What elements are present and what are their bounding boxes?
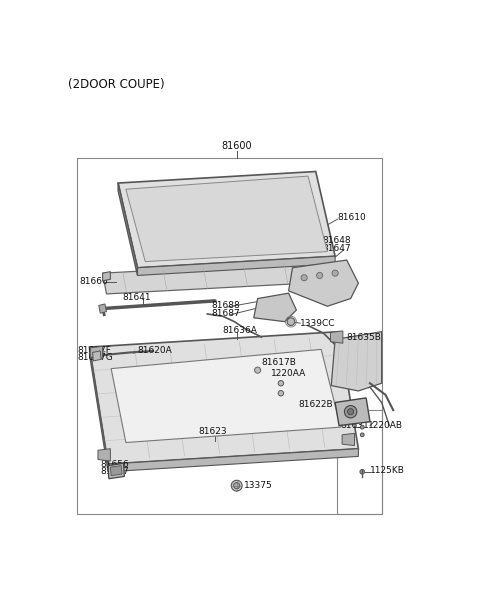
Circle shape	[348, 409, 354, 415]
Text: 81620A: 81620A	[137, 346, 172, 355]
Text: 81600: 81600	[221, 140, 252, 151]
Polygon shape	[110, 466, 122, 475]
Text: 81641: 81641	[122, 293, 151, 302]
Circle shape	[287, 318, 295, 325]
Text: 81613: 81613	[288, 227, 317, 236]
Text: 81656: 81656	[100, 459, 129, 469]
Text: 81610: 81610	[337, 213, 366, 222]
Polygon shape	[111, 349, 340, 443]
Text: 81688: 81688	[211, 301, 240, 310]
Text: 81622B: 81622B	[299, 399, 333, 409]
Polygon shape	[330, 331, 343, 343]
Circle shape	[278, 390, 284, 396]
Circle shape	[231, 480, 242, 491]
Circle shape	[360, 433, 364, 437]
Polygon shape	[89, 347, 108, 472]
Text: 1339CC: 1339CC	[300, 319, 336, 328]
Circle shape	[254, 367, 261, 373]
Polygon shape	[90, 346, 103, 359]
Text: 81636A: 81636A	[223, 325, 258, 334]
Text: (2DOOR COUPE): (2DOOR COUPE)	[68, 77, 164, 90]
Circle shape	[360, 469, 365, 474]
Circle shape	[360, 425, 364, 429]
Polygon shape	[99, 304, 107, 313]
Circle shape	[234, 483, 240, 488]
Polygon shape	[331, 331, 382, 391]
Text: 81677G: 81677G	[77, 353, 113, 362]
Polygon shape	[108, 449, 359, 472]
Polygon shape	[103, 262, 308, 294]
Text: 81657: 81657	[100, 467, 129, 477]
Polygon shape	[288, 260, 359, 306]
Text: 81623: 81623	[198, 427, 227, 436]
Text: 81666: 81666	[79, 277, 108, 286]
Circle shape	[278, 381, 284, 386]
Text: 81647: 81647	[322, 244, 350, 253]
Polygon shape	[89, 331, 359, 464]
Polygon shape	[98, 449, 110, 461]
Polygon shape	[103, 271, 110, 281]
Circle shape	[301, 275, 307, 281]
Polygon shape	[118, 183, 137, 275]
Text: 13375: 13375	[244, 481, 273, 490]
Polygon shape	[93, 351, 101, 361]
Circle shape	[332, 270, 338, 276]
Polygon shape	[126, 176, 327, 262]
Text: 1125KB: 1125KB	[370, 466, 405, 475]
Text: 1220AB: 1220AB	[369, 421, 404, 430]
Circle shape	[345, 406, 357, 418]
Polygon shape	[335, 398, 370, 425]
Text: 81677F: 81677F	[77, 346, 111, 355]
Circle shape	[316, 273, 323, 278]
Text: 81687: 81687	[211, 309, 240, 318]
Text: 1220AA: 1220AA	[271, 369, 306, 378]
Polygon shape	[342, 433, 355, 446]
Text: 81635B: 81635B	[347, 333, 382, 342]
Polygon shape	[254, 293, 296, 322]
Text: 81648: 81648	[322, 236, 350, 245]
Polygon shape	[118, 171, 335, 268]
Polygon shape	[137, 256, 335, 275]
Text: 81617B: 81617B	[262, 358, 296, 367]
Polygon shape	[108, 464, 124, 479]
Text: 81631: 81631	[340, 421, 369, 430]
